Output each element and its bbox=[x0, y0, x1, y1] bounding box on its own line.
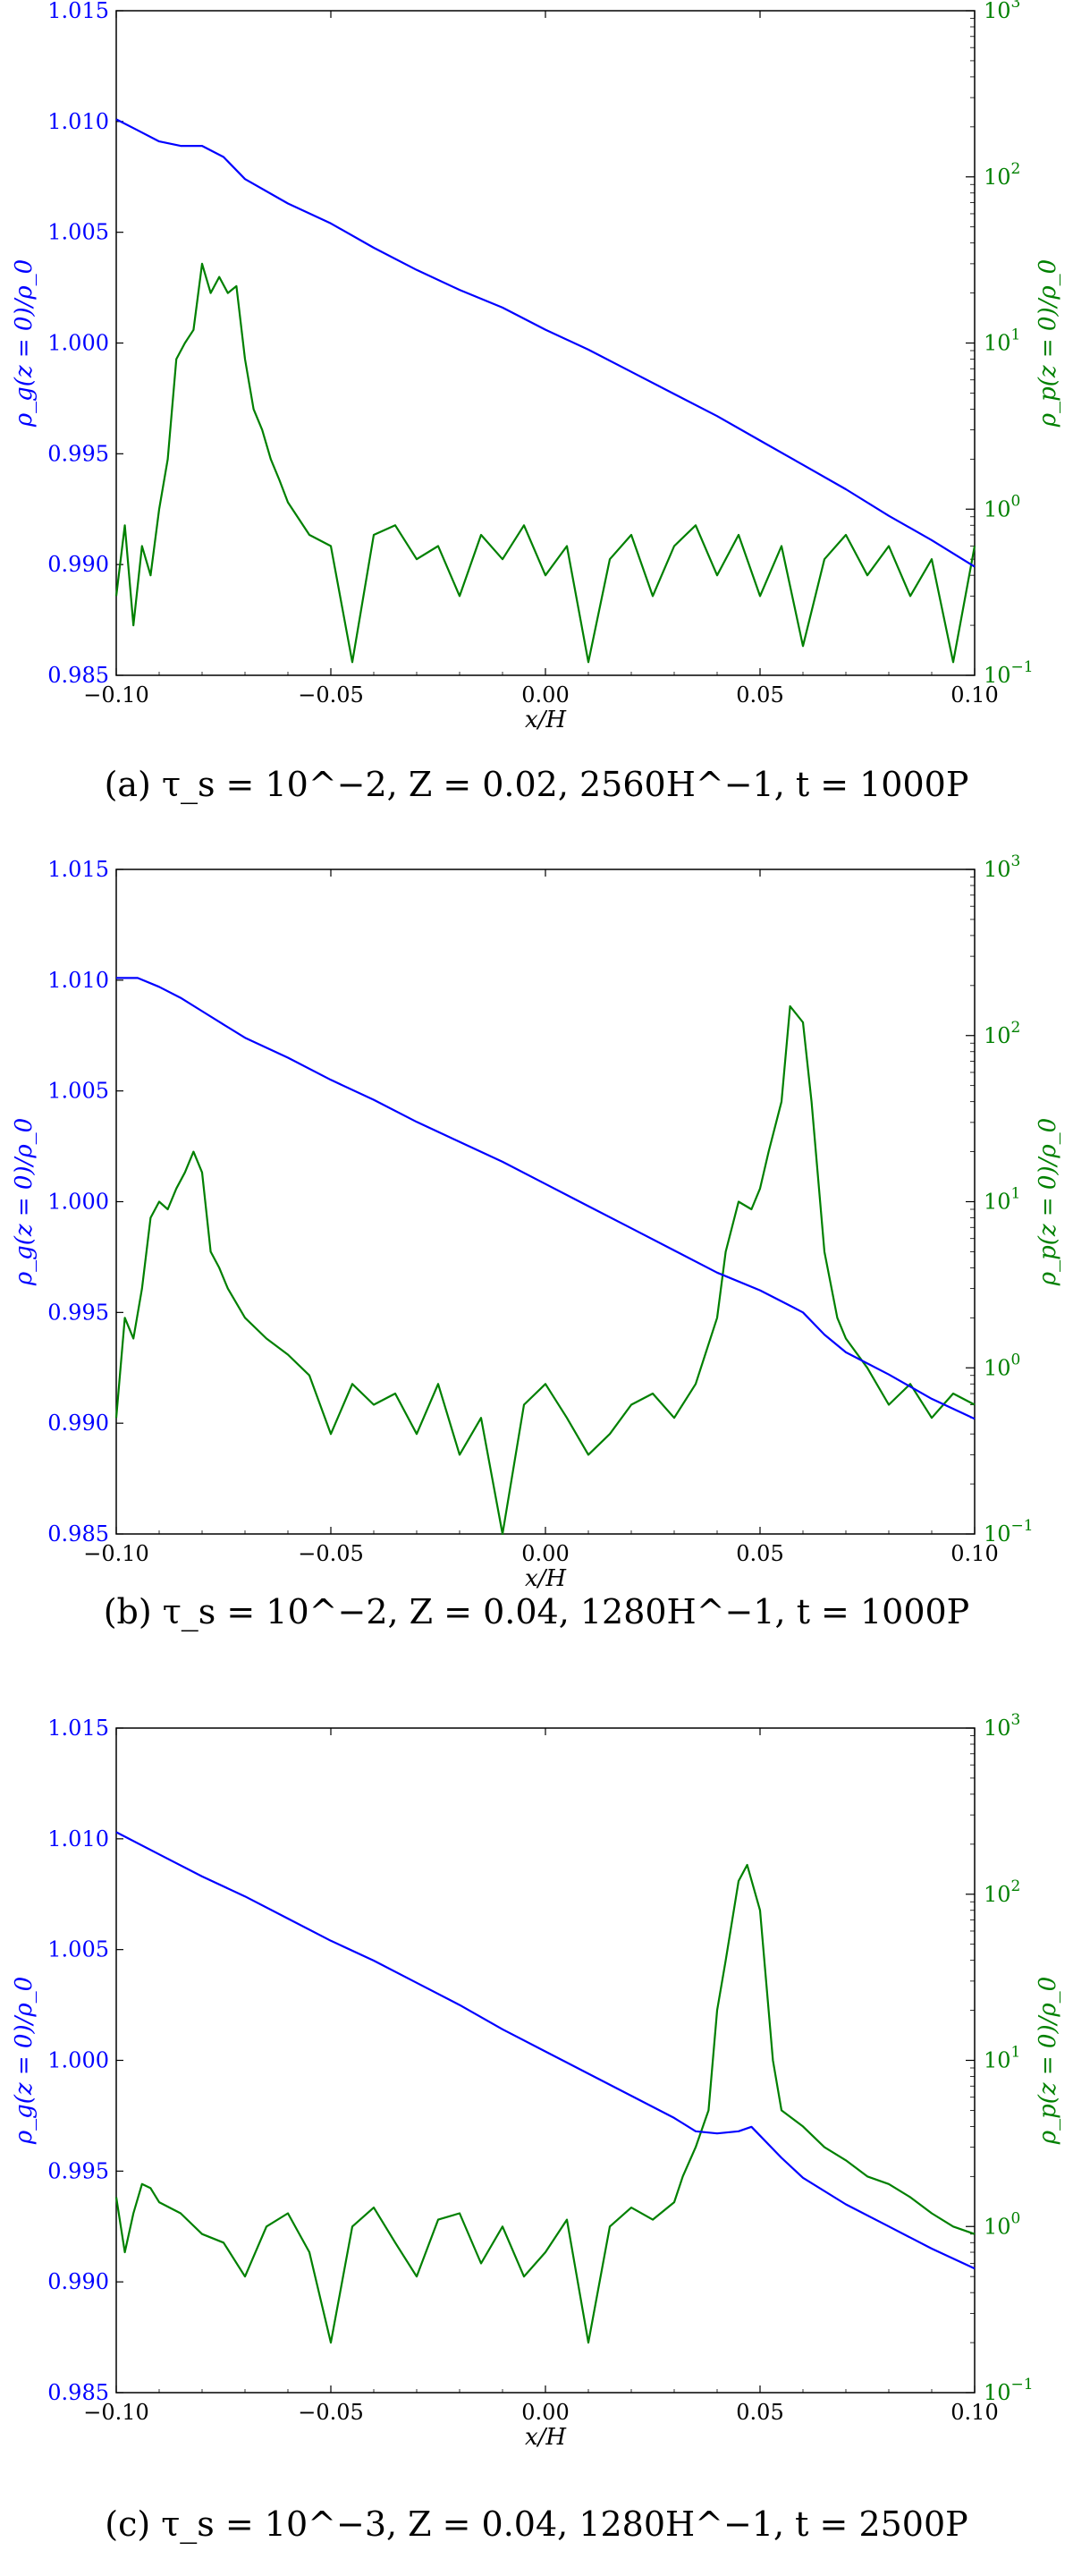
y-axis-label: ρ_g(z = 0)/ρ_0 bbox=[11, 1118, 38, 1286]
gas-density-line bbox=[116, 977, 976, 1420]
y-tick-label: 1.010 bbox=[47, 1826, 109, 1852]
y2-tick-label: 100 bbox=[984, 2209, 1020, 2239]
y-axis-label: ρ_g(z = 0)/ρ_0 bbox=[11, 1977, 38, 2145]
x-tick-label: 0.10 bbox=[950, 682, 998, 708]
chart-a: −0.10 −0.05 0.00 0.05 0.10 0.985 0.990 0.995 1.0… bbox=[11, 0, 1061, 733]
y-tick-label: 0.995 bbox=[47, 2158, 109, 2183]
x-tick-label: 0.05 bbox=[736, 1541, 783, 1566]
plot-frame bbox=[115, 869, 976, 1535]
y-tick-label: 0.985 bbox=[47, 2380, 109, 2405]
y2-tick-label: 101 bbox=[984, 1185, 1020, 1215]
y2-tick-label: 103 bbox=[984, 1711, 1020, 1741]
y2-axis-label: ρ_p(z = 0)/ρ_0 bbox=[1035, 259, 1061, 428]
gas-density-line bbox=[115, 1831, 976, 2270]
particle-density-line bbox=[114, 1004, 976, 1536]
x-tick-label: 0.10 bbox=[950, 1541, 998, 1566]
y-tick-label: 0.985 bbox=[47, 663, 109, 688]
y2-axis-label: ρ_p(z = 0)/ρ_0 bbox=[1035, 1118, 1061, 1286]
y2-tick-label: 103 bbox=[984, 852, 1020, 882]
y-tick-label: 1.000 bbox=[47, 1190, 109, 1215]
y2-tick-label: 100 bbox=[984, 1351, 1020, 1380]
particle-density-line bbox=[114, 262, 976, 664]
x-tick-label: 0.05 bbox=[736, 682, 783, 708]
x-tick-label: 0.10 bbox=[950, 2400, 998, 2425]
y-tick-label: 1.005 bbox=[47, 220, 109, 245]
y-tick-label: 1.000 bbox=[47, 2048, 109, 2073]
y2-tick-label: 102 bbox=[984, 160, 1020, 190]
y-tick-label: 1.015 bbox=[47, 857, 109, 882]
caption-c: (c) τ_s = 10^−3, Z = 0.04, 1280H^−1, t =… bbox=[105, 2504, 968, 2544]
y-tick-label: 1.015 bbox=[47, 1716, 109, 1741]
x-axis-label: x/H bbox=[525, 1565, 567, 1592]
y-tick-label: 0.985 bbox=[47, 1521, 109, 1546]
y-tick-label: 1.005 bbox=[47, 1079, 109, 1104]
chart-c: −0.10 −0.05 0.00 0.05 0.10 0.985 0.990 0.995 1.0… bbox=[11, 1711, 1061, 2451]
x-tick-label: −0.05 bbox=[298, 682, 364, 708]
y-tick-label: 0.995 bbox=[47, 1300, 109, 1325]
x-tick-label: 0.00 bbox=[521, 2400, 569, 2425]
x-tick-label: −0.05 bbox=[298, 1541, 364, 1566]
x-tick-label: −0.05 bbox=[298, 2400, 364, 2425]
y-tick-label: 0.990 bbox=[47, 1411, 109, 1436]
y-tick-label: 1.010 bbox=[47, 968, 109, 993]
x-tick-label: 0.05 bbox=[736, 2400, 783, 2425]
y2-tick-label: 10−1 bbox=[984, 658, 1034, 688]
x-tick-label: −0.10 bbox=[83, 1541, 149, 1566]
y-tick-label: 1.005 bbox=[47, 1937, 109, 1962]
y2-tick-label: 10−1 bbox=[984, 1517, 1034, 1546]
chart-b: −0.10 −0.05 0.00 0.05 0.10 0.985 0.990 0.995 1.0… bbox=[11, 852, 1061, 1592]
y-axis-label: ρ_g(z = 0)/ρ_0 bbox=[11, 259, 38, 428]
x-axis-label: x/H bbox=[525, 2424, 567, 2451]
x-axis-label: x/H bbox=[525, 707, 567, 733]
y-tick-label: 0.990 bbox=[47, 552, 109, 577]
y2-tick-label: 102 bbox=[984, 1877, 1020, 1907]
gas-density-line bbox=[115, 118, 976, 568]
x-tick-label: −0.10 bbox=[83, 682, 149, 708]
caption-a: (a) τ_s = 10^−2, Z = 0.02, 2560H^−1, t =… bbox=[104, 765, 969, 804]
y2-axis-label: ρ_p(z = 0)/ρ_0 bbox=[1035, 1977, 1061, 2145]
panel-c: −0.10 −0.05 0.00 0.05 0.10 0.985 0.990 0.995 1.0… bbox=[0, 1711, 1073, 2576]
particle-density-line bbox=[114, 1863, 976, 2344]
y2-tick-label: 10−1 bbox=[984, 2376, 1034, 2405]
y2-tick-label: 101 bbox=[984, 326, 1020, 356]
y-tick-label: 1.015 bbox=[47, 0, 109, 23]
y-tick-label: 1.000 bbox=[47, 331, 109, 356]
x-tick-label: 0.00 bbox=[521, 1541, 569, 1566]
x-tick-label: 0.00 bbox=[521, 682, 569, 708]
y2-tick-label: 101 bbox=[984, 2044, 1020, 2073]
panel-a: −0.10 −0.05 0.00 0.05 0.10 0.985 0.990 0.995 1.0… bbox=[0, 0, 1073, 859]
y-tick-label: 0.995 bbox=[47, 441, 109, 466]
y-tick-label: 0.990 bbox=[47, 2269, 109, 2294]
panel-b: −0.10 −0.05 0.00 0.05 0.10 0.985 0.990 0.995 1.0… bbox=[0, 852, 1073, 1717]
caption-b: (b) τ_s = 10^−2, Z = 0.04, 1280H^−1, t =… bbox=[103, 1592, 970, 1631]
plot-frame bbox=[115, 1727, 976, 2394]
y2-tick-label: 102 bbox=[984, 1019, 1020, 1048]
x-tick-label: −0.10 bbox=[83, 2400, 149, 2425]
y2-tick-label: 103 bbox=[984, 0, 1020, 23]
y-tick-label: 1.010 bbox=[47, 109, 109, 134]
y2-tick-label: 100 bbox=[984, 492, 1020, 521]
